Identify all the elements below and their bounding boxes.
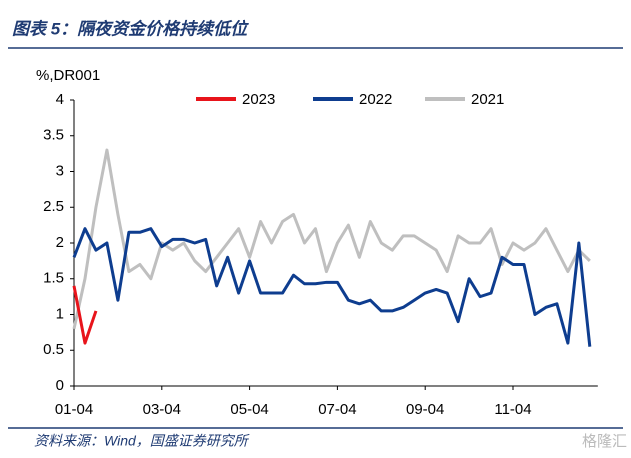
x-tick-label: 01-04	[55, 401, 93, 418]
line-series	[72, 227, 592, 347]
y-tick-label: 0	[56, 377, 64, 394]
y-tick-label: 3	[56, 162, 64, 179]
y-tick-label: 1	[56, 305, 64, 322]
source: 资料来源：Wind，国盛证券研究所	[34, 433, 250, 449]
y-tick-label: 2	[56, 234, 64, 251]
y-tick-label: 2.5	[43, 198, 64, 215]
y-tick-label: 0.5	[43, 341, 64, 358]
y-tick-label: 1.5	[43, 270, 64, 287]
x-tick-label: 09-04	[406, 401, 444, 418]
y-axis-label: %,DR001	[36, 67, 100, 84]
y-tick-label: 4	[56, 91, 64, 108]
x-tick-label: 11-04	[494, 401, 531, 418]
line-series	[72, 148, 591, 330]
x-tick-label: 05-04	[230, 401, 268, 418]
x-tick-label: 07-04	[318, 401, 356, 418]
watermark: 格隆汇	[582, 433, 627, 450]
x-tick-label: 03-04	[143, 401, 181, 418]
chart-title: 图表 5：隔夜资金价格持续低位	[12, 19, 249, 38]
legend-label: 2023	[242, 91, 275, 108]
legend-label: 2021	[471, 91, 504, 108]
y-tick-label: 3.5	[43, 127, 64, 144]
line-series	[72, 285, 98, 345]
legend-label: 2022	[359, 91, 392, 108]
